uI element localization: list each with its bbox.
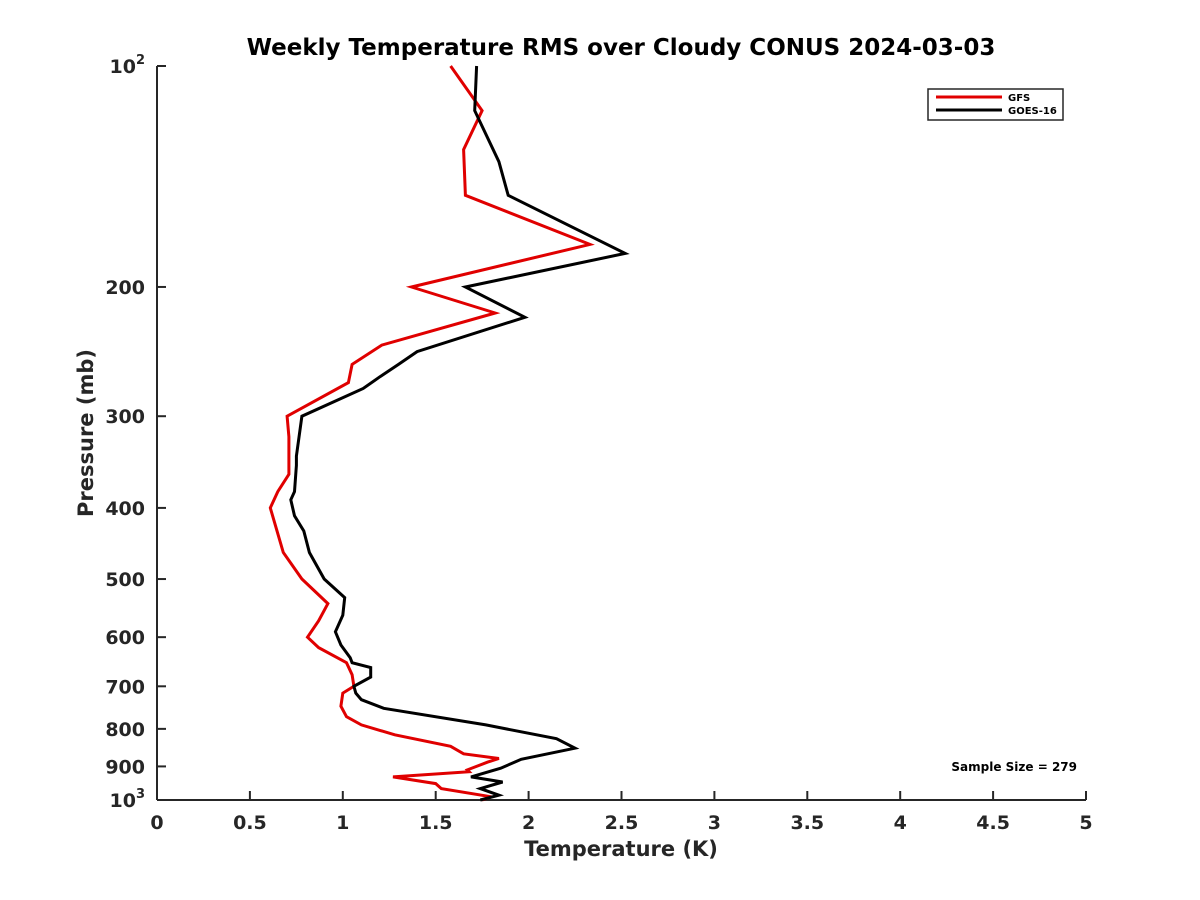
- y-axis-ticks: 102 200 300 400 500 600 700 800 900 103: [105, 53, 166, 812]
- x-tick-label: 3: [708, 812, 721, 834]
- x-tick-label: 1: [336, 812, 349, 834]
- x-tick-label: 5: [1079, 812, 1092, 834]
- y-tick-label: 900: [105, 756, 145, 778]
- x-tick-label: 3.5: [790, 812, 824, 834]
- y-tick-label: 102: [110, 53, 146, 78]
- series-lines: [268, 65, 630, 802]
- x-tick-label: 4.5: [976, 812, 1010, 834]
- legend-box: [927, 88, 1064, 121]
- x-axis-ticks: 0 0.5 1 1.5 2 2.5 3 3.5 4 4.5 5: [150, 791, 1093, 834]
- series-line-gfs: [268, 65, 595, 802]
- y-tick-label: 200: [105, 277, 145, 299]
- legend-label-goes16: GOES-16: [1008, 106, 1057, 117]
- legend-label-gfs: GFS: [1008, 93, 1030, 104]
- y-tick-label: 400: [105, 498, 145, 520]
- y-axis-label: Pressure (mb): [74, 349, 98, 517]
- x-axis-label: Temperature (K): [524, 837, 718, 861]
- chart-title: Weekly Temperature RMS over Cloudy CONUS…: [247, 35, 996, 61]
- y-tick-label: 800: [105, 719, 145, 741]
- x-tick-label: 4: [894, 812, 907, 834]
- x-tick-label: 2: [522, 812, 535, 834]
- y-tick-label: 300: [105, 406, 145, 428]
- series-line-goes16: [289, 65, 630, 802]
- x-tick-label: 1.5: [419, 812, 453, 834]
- y-tick-label: 600: [105, 627, 145, 649]
- sample-size-annotation: Sample Size = 279: [951, 760, 1077, 774]
- legend: GFS GOES-16: [927, 88, 1064, 121]
- x-tick-label: 0.5: [233, 812, 267, 834]
- plot-area: 0 0.5 1 1.5 2 2.5 3 3.5 4 4.5 5 102 200 300 400 500 600…: [105, 53, 1092, 834]
- y-tick-label: 700: [105, 676, 145, 698]
- y-tick-label: 103: [110, 787, 146, 812]
- y-tick-label: 500: [105, 569, 145, 591]
- x-tick-label: 0: [150, 812, 163, 834]
- x-tick-label: 2.5: [605, 812, 639, 834]
